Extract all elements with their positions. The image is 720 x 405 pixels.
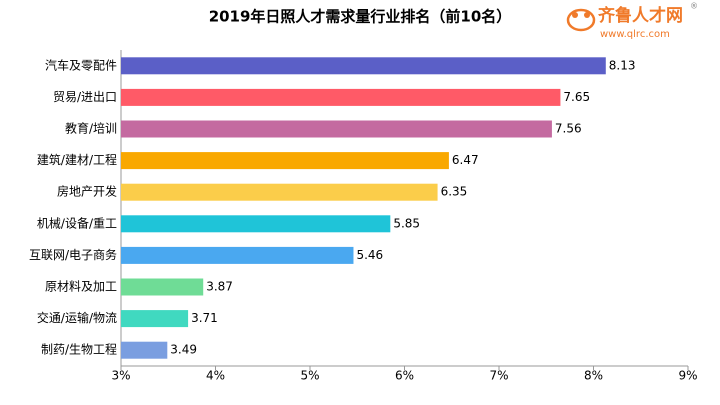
bar <box>121 310 189 328</box>
value-label: 3.87 <box>206 280 233 294</box>
y-tick-label: 房地产开发 <box>57 184 117 199</box>
value-label: 3.49 <box>170 343 197 357</box>
bar <box>121 57 606 75</box>
logo-name: 齐鲁人才网 <box>598 5 683 26</box>
logo: 齐鲁人才网 ® www.qlrc.com <box>566 2 698 40</box>
bar <box>121 88 561 106</box>
value-label: 5.85 <box>393 216 420 230</box>
bar <box>121 278 204 296</box>
y-tick-label: 贸易/进出口 <box>53 90 117 104</box>
bar <box>121 246 354 264</box>
chart-title: 2019年日照人才需求量行业排名（前10名） <box>209 8 512 26</box>
value-label: 8.13 <box>609 58 636 72</box>
value-label: 6.47 <box>452 153 479 167</box>
x-tick-label: 6% <box>395 369 414 383</box>
bar <box>121 215 391 233</box>
logo-icon <box>566 8 596 32</box>
logo-mark: ® <box>690 2 698 11</box>
bar <box>121 341 168 359</box>
value-label: 7.56 <box>555 122 582 136</box>
y-tick-label: 交通/运输/物流 <box>37 310 117 325</box>
bar <box>121 152 449 170</box>
logo-url: www.qlrc.com <box>600 29 670 40</box>
x-tick-label: 7% <box>489 369 508 383</box>
y-tick-label: 教育/培训 <box>65 121 117 136</box>
y-tick-label: 汽车及零配件 <box>45 57 117 72</box>
value-label: 5.46 <box>356 248 383 262</box>
bar <box>121 183 438 201</box>
value-label: 6.35 <box>441 185 468 199</box>
x-tick-label: 4% <box>206 369 225 383</box>
bar <box>121 120 552 138</box>
x-tick-label: 3% <box>111 369 130 383</box>
value-label: 7.65 <box>563 90 590 104</box>
x-tick-label: 8% <box>584 369 603 383</box>
x-tick-label: 5% <box>300 369 319 383</box>
x-tick-label: 9% <box>678 369 697 383</box>
y-tick-label: 机械/设备/重工 <box>37 215 117 230</box>
y-tick-label: 原材料及加工 <box>45 280 117 294</box>
value-label: 3.71 <box>191 311 218 325</box>
logo-eye <box>584 12 590 18</box>
y-tick-label: 互联网/电子商务 <box>29 247 117 262</box>
logo-eye <box>572 12 578 18</box>
y-tick-label: 建筑/建材/工程 <box>37 152 117 167</box>
y-tick-label: 制药/生物工程 <box>41 342 117 357</box>
